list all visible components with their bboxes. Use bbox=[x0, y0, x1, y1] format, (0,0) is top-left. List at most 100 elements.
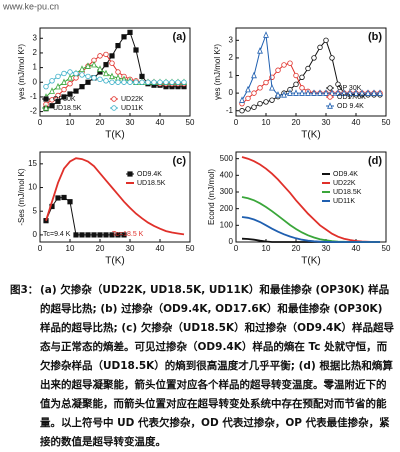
marker bbox=[73, 88, 79, 94]
marker bbox=[103, 69, 109, 77]
x-axis-label: T(K) bbox=[105, 256, 124, 267]
y-tick-label: -1 bbox=[226, 106, 234, 115]
series-line bbox=[45, 157, 185, 236]
marker bbox=[269, 97, 275, 103]
marker bbox=[335, 81, 341, 88]
marker bbox=[79, 72, 85, 78]
marker bbox=[377, 89, 383, 96]
x-tick-label: 10 bbox=[262, 118, 271, 127]
legend-marker bbox=[43, 96, 49, 102]
x-tick-label: 0 bbox=[234, 244, 239, 253]
marker bbox=[127, 79, 133, 85]
marker bbox=[239, 108, 245, 114]
legend-label: OP30K bbox=[53, 96, 76, 103]
marker bbox=[311, 89, 317, 96]
marker bbox=[73, 75, 79, 81]
legend-label: OD9.4K bbox=[333, 171, 358, 178]
marker bbox=[61, 94, 67, 100]
marker bbox=[85, 232, 91, 238]
y-tick-label: 0 bbox=[229, 88, 234, 97]
watermark: www.ke-pu.cn bbox=[2, 1, 59, 11]
marker bbox=[115, 42, 121, 49]
marker bbox=[299, 74, 305, 80]
legend-label: UD22K bbox=[333, 180, 356, 187]
marker bbox=[109, 232, 115, 238]
x-axis-label: T(K) bbox=[301, 256, 320, 267]
legend-label: OD17.6K bbox=[337, 94, 366, 101]
marker bbox=[305, 89, 311, 96]
marker bbox=[335, 89, 341, 96]
marker bbox=[55, 195, 61, 201]
x-tick-label: 30 bbox=[322, 244, 331, 253]
x-tick-label: 40 bbox=[352, 118, 361, 127]
y-tick-label: 200 bbox=[220, 204, 234, 213]
plot-frame bbox=[235, 27, 387, 117]
marker bbox=[79, 65, 85, 72]
x-tick-label: 0 bbox=[234, 118, 239, 127]
y-tick-label: 0 bbox=[33, 77, 38, 86]
y-tick-label: -1 bbox=[30, 92, 38, 101]
y-tick-label: 500 bbox=[220, 154, 234, 163]
marker bbox=[67, 199, 73, 205]
legend-label: OP 30K bbox=[337, 85, 362, 92]
marker bbox=[85, 73, 91, 80]
marker bbox=[287, 60, 293, 66]
marker bbox=[103, 62, 109, 68]
marker bbox=[245, 106, 251, 112]
legend-marker bbox=[327, 85, 333, 91]
marker bbox=[127, 29, 133, 36]
marker bbox=[85, 62, 91, 69]
y-tick-label: 100 bbox=[220, 220, 234, 229]
marker bbox=[97, 232, 103, 238]
marker bbox=[61, 86, 67, 93]
marker bbox=[281, 62, 287, 68]
y-tick-label: 3 bbox=[229, 35, 234, 44]
y-tick-label: 0 bbox=[33, 230, 38, 239]
series-line bbox=[45, 196, 124, 236]
legend-label: UD22K bbox=[121, 96, 144, 103]
series-line bbox=[241, 156, 380, 243]
marker bbox=[49, 103, 55, 109]
annotation: Tc=9.4 K bbox=[43, 231, 71, 238]
marker bbox=[269, 84, 275, 91]
x-tick-label: 10 bbox=[262, 244, 271, 253]
x-tick-label: 20 bbox=[292, 118, 301, 127]
plot-frame bbox=[39, 27, 191, 117]
legend-marker bbox=[111, 105, 117, 111]
marker bbox=[67, 74, 73, 81]
panel-label: (b) bbox=[368, 31, 382, 43]
marker bbox=[139, 73, 145, 79]
marker bbox=[263, 79, 269, 86]
y-tick-label: 1 bbox=[229, 71, 234, 80]
x-tick-label: 20 bbox=[96, 118, 105, 127]
marker bbox=[73, 232, 79, 238]
caption: 图3： (a) 欠掺杂（UD22K, UD18.5K, UD11K）和最佳掺杂 … bbox=[4, 281, 396, 452]
legend-label: UD11K bbox=[121, 105, 143, 112]
marker bbox=[49, 78, 55, 84]
marker bbox=[133, 79, 139, 85]
y-tick-label: 15 bbox=[28, 159, 37, 168]
x-tick-label: 30 bbox=[126, 244, 135, 253]
marker bbox=[323, 89, 329, 96]
marker bbox=[293, 89, 299, 96]
x-tick-label: 20 bbox=[96, 244, 105, 253]
y-tick-label: 5 bbox=[33, 206, 38, 215]
marker bbox=[275, 91, 281, 98]
caption-text: (a) 欠掺杂（UD22K, UD18.5K, UD11K）和最佳掺杂 (OP3… bbox=[40, 284, 394, 448]
legend-label: OD9.4K bbox=[137, 171, 162, 178]
plot-frame bbox=[235, 151, 387, 243]
legend-marker bbox=[43, 104, 49, 111]
y-tick-label: 300 bbox=[220, 187, 234, 196]
y-tick-label: 400 bbox=[220, 170, 234, 179]
x-tick-label: 50 bbox=[186, 244, 195, 253]
marker bbox=[115, 69, 121, 75]
figure: www.ke-pu.cn 0 10 20 30 40 50-2-10123T(K)γes … bbox=[2, 1, 391, 267]
x-tick-label: 40 bbox=[156, 244, 165, 253]
legend-marker bbox=[327, 102, 333, 109]
marker bbox=[115, 79, 121, 85]
marker bbox=[275, 67, 281, 73]
x-tick-label: 40 bbox=[156, 118, 165, 127]
x-tick-label: 50 bbox=[382, 244, 391, 253]
marker bbox=[311, 55, 317, 61]
